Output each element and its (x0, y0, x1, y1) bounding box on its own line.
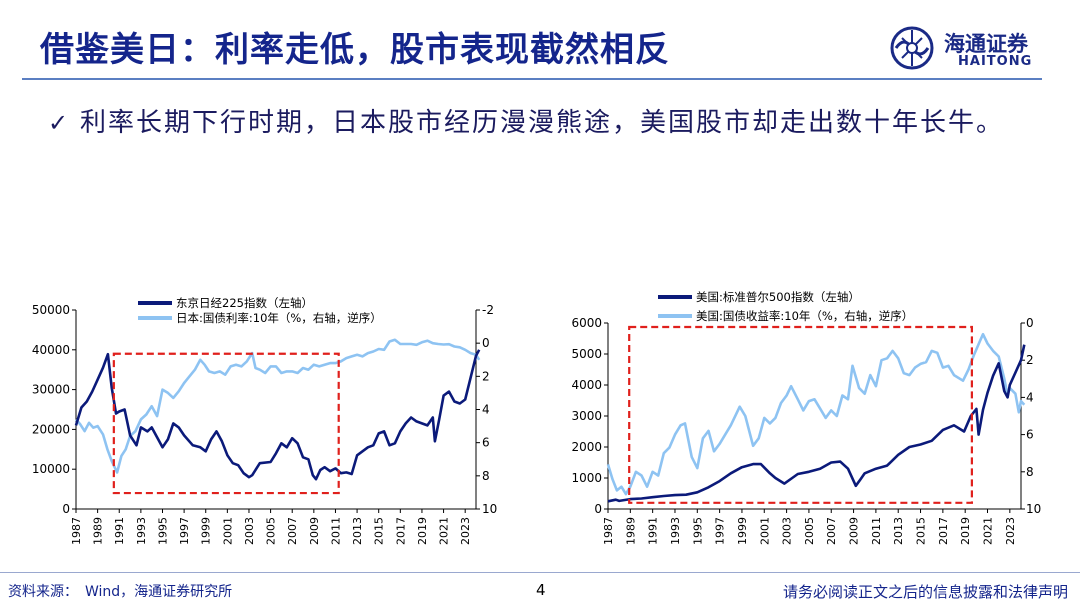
series-line-yield (606, 332, 1026, 496)
x-axis-tick-label: 2011 (329, 517, 342, 545)
legend-label: 美国:标准普尔500指数（左轴） (696, 290, 860, 304)
x-axis-tick-label: 1987 (70, 517, 83, 545)
x-axis-tick-label: 1991 (647, 517, 660, 545)
x-axis-tick-label: 2017 (937, 517, 950, 545)
x-axis-tick-label: 2005 (803, 517, 816, 545)
series-line-yield (75, 338, 481, 474)
x-axis-tick-label: 1995 (691, 517, 704, 545)
x-axis-tick-label: 2011 (870, 517, 883, 545)
page-title: 借鉴美日：利率走低，股市表现截然相反 (40, 30, 670, 70)
source-note: 资料来源： Wind，海通证券研究所 (8, 584, 233, 600)
disclaimer: 请务必阅读正文之后的信息披露和法律声明 (782, 583, 1068, 601)
left-axis-tick-label: 6000 (571, 316, 602, 330)
x-axis-tick-label: 2015 (373, 517, 386, 545)
logo-english-text: HAITONG (958, 54, 1033, 69)
x-axis-tick-label: 1989 (624, 517, 637, 545)
left-axis-tick-label: 30000 (32, 383, 70, 397)
japan-chart: 0 10000 20000 30000 40000 50000 -2 0 2 4 6 8 10 1987 1… (32, 296, 497, 545)
left-axis-tick-label: 50000 (32, 303, 70, 317)
x-axis-tick-label: 1999 (736, 517, 749, 545)
right-axis-tick-label: 0 (482, 336, 490, 350)
logo-chinese-text: 海通证券 (944, 31, 1028, 56)
left-axis-tick-label: 2000 (571, 440, 602, 454)
x-axis-tick-label: 1995 (156, 517, 169, 545)
x-axis-tick-label: 2017 (394, 517, 407, 545)
right-axis-tick-label: -2 (482, 303, 494, 317)
right-axis-tick-label: 0 (1026, 316, 1034, 330)
legend-label: 美国:国债收益率:10年（%，右轴，逆序） (696, 309, 913, 323)
series-line-index (74, 349, 481, 481)
left-axis-tick-label: 40000 (32, 343, 70, 357)
right-axis-tick-label: 6 (1026, 428, 1034, 442)
bullet-text: 利率长期下行时期，日本股市经历漫漫熊途，美国股市却走出数十年长牛。 (80, 108, 1005, 138)
right-axis-tick-label: 2 (482, 369, 490, 383)
page-number: 4 (536, 581, 546, 599)
x-axis-tick-label: 2005 (265, 517, 278, 545)
x-axis-tick-label: 1999 (200, 517, 213, 545)
check-icon: ✓ (48, 109, 69, 137)
x-axis-tick-label: 2013 (351, 517, 364, 545)
x-axis-tick-label: 2007 (825, 517, 838, 545)
left-axis-tick-label: 0 (62, 502, 70, 516)
x-axis-tick-label: 2009 (308, 517, 321, 545)
x-axis-tick-label: 1997 (178, 517, 191, 545)
title-divider (22, 78, 1042, 80)
x-axis-tick-label: 2015 (915, 517, 928, 545)
x-axis-tick-label: 1997 (714, 517, 727, 545)
x-axis-tick-label: 1993 (135, 517, 148, 545)
left-axis-tick-label: 3000 (571, 409, 602, 423)
x-axis-tick-label: 2009 (848, 517, 861, 545)
x-axis-tick-label: 1993 (669, 517, 682, 545)
right-axis-tick-label: 10 (1026, 502, 1041, 516)
x-axis-tick-label: 2021 (982, 517, 995, 545)
x-axis-tick-label: 2001 (758, 517, 771, 545)
x-axis-tick-label: 1987 (602, 517, 615, 545)
right-axis-tick-label: 6 (482, 436, 490, 450)
left-axis-tick-label: 1000 (571, 471, 602, 485)
x-axis-tick-label: 2001 (221, 517, 234, 545)
footer-divider (0, 572, 1080, 573)
right-axis-tick-label: 2 (1026, 353, 1034, 367)
left-axis-tick-label: 0 (594, 502, 602, 516)
right-axis-tick-label: 8 (1026, 465, 1034, 479)
x-axis-tick-label: 1991 (113, 517, 126, 545)
left-axis-tick-label: 20000 (32, 422, 70, 436)
highlight-box (628, 325, 973, 504)
series-line-index (607, 344, 1026, 503)
right-axis-tick-label: 8 (482, 469, 490, 483)
x-axis-tick-label: 2003 (781, 517, 794, 545)
x-axis-tick-label: 2003 (243, 517, 256, 545)
right-axis-tick-label: 10 (482, 502, 497, 516)
legend-label: 东京日经225指数（左轴） (176, 296, 313, 310)
left-axis-tick-label: 4000 (571, 378, 602, 392)
x-axis-tick-label: 2019 (416, 517, 429, 545)
left-axis-tick-label: 5000 (571, 347, 602, 361)
right-axis-tick-label: 4 (1026, 390, 1034, 404)
haitong-logo: 海通证券 HAITONG (888, 24, 1048, 72)
x-axis-tick-label: 2019 (959, 517, 972, 545)
x-axis-tick-label: 2021 (438, 517, 451, 545)
legend-label: 日本:国债利率:10年（%，右轴，逆序） (176, 311, 382, 325)
x-axis-tick-label: 1989 (92, 517, 105, 545)
x-axis-tick-label: 2023 (459, 517, 472, 545)
left-axis-tick-label: 10000 (32, 462, 70, 476)
x-axis-tick-label: 2023 (1004, 517, 1017, 545)
x-axis-tick-label: 2013 (892, 517, 905, 545)
us-chart: 0 1000 2000 3000 4000 5000 6000 0 2 4 6 8 10 1987 1989… (571, 290, 1041, 545)
right-axis-tick-label: 4 (482, 403, 490, 417)
x-axis-tick-label: 2007 (286, 517, 299, 545)
haitong-logo-icon (890, 26, 934, 70)
highlight-box (112, 352, 340, 495)
